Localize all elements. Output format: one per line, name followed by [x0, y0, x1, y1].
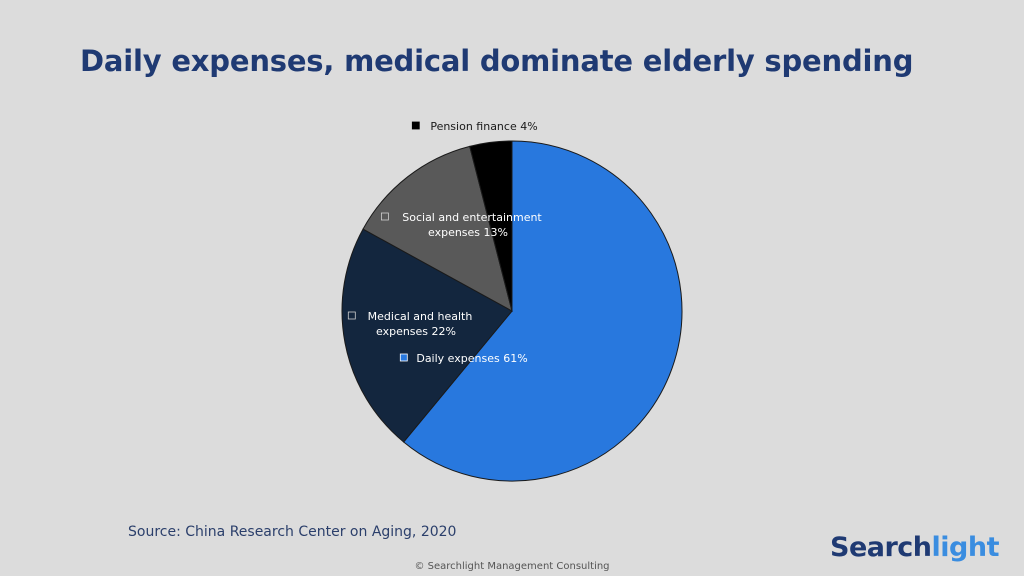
legend-marker-daily — [399, 353, 408, 362]
legend-marker-medical — [347, 311, 356, 320]
pie-label-daily: Daily expenses 61% — [399, 352, 528, 365]
pie-slice-daily — [402, 140, 683, 482]
pie-label-text-daily-0: Daily expenses 61% — [416, 352, 527, 365]
pie-label-text-pension-0: Pension finance 4% — [430, 120, 537, 133]
pie-label-pension: Pension finance 4% — [411, 120, 538, 133]
pie-label-text-social-0: Social and entertainment — [402, 211, 542, 224]
legend-marker-social — [380, 212, 389, 221]
pie-slice-pension — [469, 140, 513, 312]
page-title: Daily expenses, medical dominate elderly… — [80, 44, 914, 78]
pie-label-text-medical-1: expenses 22% — [376, 325, 456, 338]
legend-marker-pension — [411, 121, 420, 130]
source-note: Source: China Research Center on Aging, … — [128, 524, 457, 540]
pie-label-medical: Medical and health expenses 22% — [347, 310, 473, 338]
logo-part-light: light — [931, 532, 1000, 563]
copyright-footer: © Searchlight Management Consulting — [414, 561, 610, 572]
searchlight-logo: Searchlight — [830, 532, 1000, 563]
pie-label-text-medical-0: Medical and health — [368, 310, 473, 323]
pie-slice-social — [362, 145, 513, 312]
pie-label-social: Social and entertainment expenses 13% — [380, 211, 542, 239]
logo-part-search: Search — [830, 532, 932, 563]
pie-label-text-social-1: expenses 13% — [428, 226, 508, 239]
pie-slice-medical — [341, 228, 513, 443]
